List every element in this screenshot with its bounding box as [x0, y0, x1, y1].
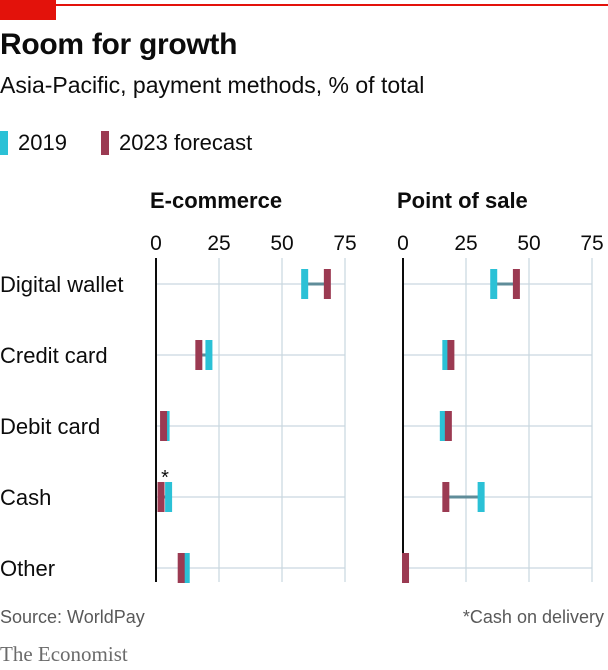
marker-2023-e-commerce-digital-wallet	[323, 269, 331, 299]
legend-item-2023-forecast: 2023 forecast	[100, 130, 253, 156]
publisher-brand: The Economist	[0, 642, 128, 666]
panel-title-e-commerce: E-commerce	[150, 188, 282, 213]
marker-2019-e-commerce-credit-card	[205, 340, 213, 370]
tick-label-e-commerce-25: 25	[207, 232, 230, 255]
marker-2019-e-commerce-cash	[165, 482, 173, 512]
source-note: Source: WorldPay	[0, 607, 145, 627]
legend: 2019 2023 forecast	[0, 130, 286, 156]
chart-title: Room for growth	[0, 28, 238, 61]
category-label-cash: Cash	[0, 485, 51, 510]
tick-label-point-of-sale-50: 50	[517, 232, 540, 255]
legend-swatch-2019	[0, 131, 8, 155]
tick-label-point-of-sale-0: 0	[397, 232, 409, 255]
marker-2019-point-of-sale-cash	[477, 482, 485, 512]
category-label-debit-card: Debit card	[0, 414, 100, 439]
annotation-e-commerce-cash: *	[161, 467, 169, 489]
marker-2023-point-of-sale-cash	[442, 482, 450, 512]
marker-2019-e-commerce-other	[182, 553, 190, 583]
tick-label-e-commerce-75: 75	[333, 232, 356, 255]
tick-label-e-commerce-50: 50	[270, 232, 293, 255]
legend-label-2019: 2019	[18, 130, 67, 155]
marker-2019-e-commerce-digital-wallet	[301, 269, 309, 299]
footnote: *Cash on delivery	[462, 607, 604, 627]
tick-label-e-commerce-0: 0	[150, 232, 162, 255]
panel-title-point-of-sale: Point of sale	[397, 188, 528, 213]
marker-2023-point-of-sale-digital-wallet	[512, 269, 520, 299]
marker-2023-point-of-sale-debit-card	[444, 411, 452, 441]
marker-2019-point-of-sale-credit-card	[442, 340, 450, 370]
marker-2023-e-commerce-other	[177, 553, 185, 583]
marker-2023-point-of-sale-other	[402, 553, 410, 583]
category-label-other: Other	[0, 556, 55, 581]
marker-2019-point-of-sale-digital-wallet	[490, 269, 498, 299]
tick-label-point-of-sale-75: 75	[580, 232, 603, 255]
marker-2023-e-commerce-debit-card	[160, 411, 168, 441]
legend-label-2023-forecast: 2023 forecast	[118, 130, 253, 155]
marker-2019-point-of-sale-debit-card	[439, 411, 447, 441]
legend-item-2019: 2019	[0, 130, 67, 156]
category-label-digital-wallet: Digital wallet	[0, 272, 124, 297]
marker-2023-e-commerce-cash	[157, 482, 165, 512]
brand-red-rule	[0, 4, 608, 6]
marker-2023-point-of-sale-credit-card	[447, 340, 455, 370]
legend-swatch-2023-forecast	[100, 131, 109, 155]
category-label-credit-card: Credit card	[0, 343, 108, 368]
tick-label-point-of-sale-25: 25	[454, 232, 477, 255]
marker-2023-e-commerce-credit-card	[195, 340, 203, 370]
chart-subtitle: Asia-Pacific, payment methods, % of tota…	[0, 72, 425, 98]
